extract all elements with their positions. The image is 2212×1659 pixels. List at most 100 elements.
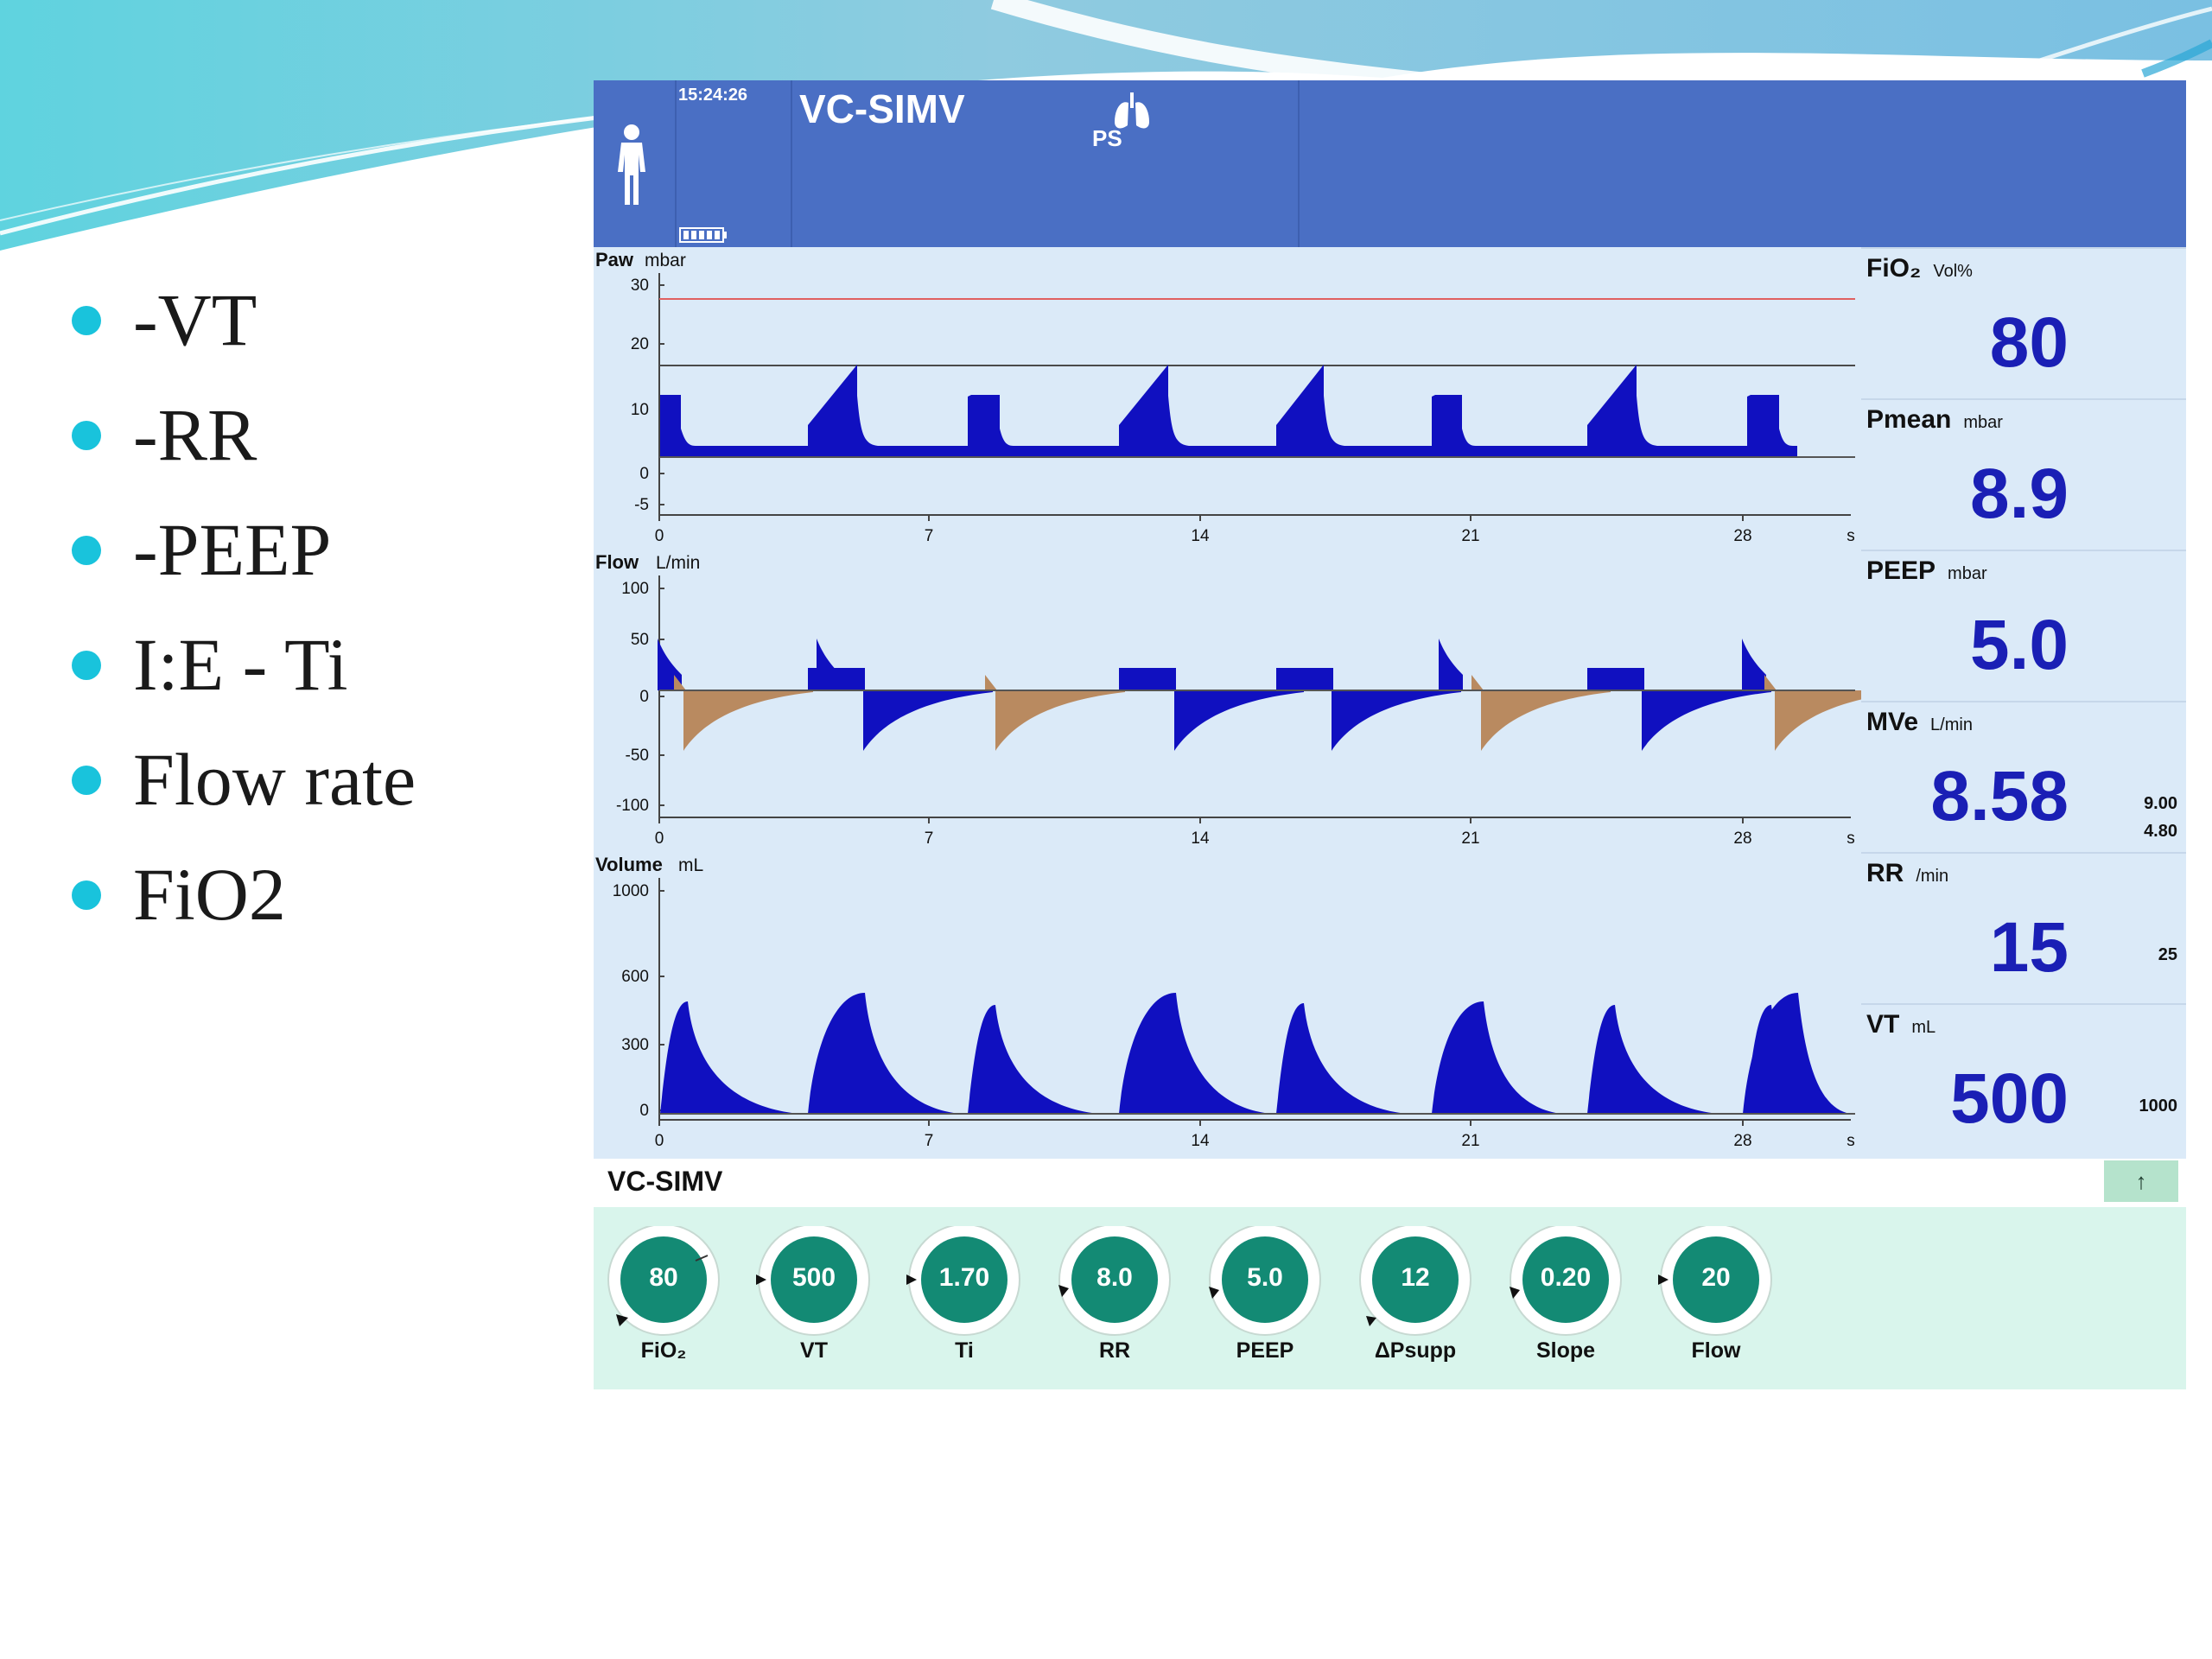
volume-x-tick-label: 21 xyxy=(1461,1132,1479,1150)
battery-icon xyxy=(679,227,727,243)
knob-value: 8.0 xyxy=(1096,1263,1133,1292)
volume-waveform xyxy=(1276,1003,1408,1114)
param-unit: /min xyxy=(1916,867,1949,886)
flow-expiration xyxy=(683,690,813,751)
param-unit: mbar xyxy=(1963,413,2003,432)
knob-label: Flow xyxy=(1691,1338,1741,1363)
flow-x-tick-label: 7 xyxy=(925,830,934,848)
paw-y-tick-label: 20 xyxy=(631,335,649,353)
param-name: PEEP xyxy=(1866,556,1936,585)
ventilator-header: 15:24:26 VC-SIMV PS xyxy=(594,80,2186,247)
bullet-dot-icon xyxy=(72,536,101,565)
knob-delta-psupp[interactable]: 12 ΔPsupp xyxy=(1357,1226,1473,1373)
knob-rr[interactable]: 8.0 RR xyxy=(1057,1226,1173,1373)
knob-label: PEEP xyxy=(1236,1338,1294,1363)
param-name: Pmean xyxy=(1866,405,1952,434)
header-divider xyxy=(1298,80,1300,247)
param-unit: L/min xyxy=(1930,715,1973,734)
knob-value: 12 xyxy=(1401,1263,1430,1292)
knob-fio2[interactable]: 80 FiO₂ xyxy=(606,1226,721,1373)
knob-slope[interactable]: 0.20 Slope xyxy=(1508,1226,1624,1373)
paw-x-tick-label: 14 xyxy=(1191,527,1210,545)
flow-x-tick-label: s xyxy=(1847,830,1855,848)
expand-up-button[interactable]: ↑ xyxy=(2104,1160,2178,1202)
bullet-dot-icon xyxy=(72,880,101,910)
param-vt: VT mL 500 1000 xyxy=(1861,1003,2186,1160)
knob-dial-icon xyxy=(756,1226,870,1336)
clock-time: 15:24:26 xyxy=(678,86,748,105)
knob-peep[interactable]: 5.0 PEEP xyxy=(1207,1226,1323,1373)
flow-x-tick-label: 14 xyxy=(1191,830,1210,848)
knob-label: Ti xyxy=(955,1338,974,1363)
mode-bar-label: VC-SIMV xyxy=(607,1166,723,1197)
flow-inspiration xyxy=(1119,668,1176,690)
flow-y-tick-label: -100 xyxy=(616,797,649,815)
knob-vt[interactable]: 500 VT xyxy=(756,1226,872,1373)
bullet-dot-icon xyxy=(72,306,101,335)
settings-knob-bar: 80 FiO₂ 500 VT 1.70 Ti 8.0 RR 5.0 PEEP 1… xyxy=(594,1207,2186,1389)
volume-x-tick-label: 7 xyxy=(925,1132,934,1150)
param-name: MVe xyxy=(1866,708,1919,736)
knob-value: 20 xyxy=(1701,1263,1731,1292)
volume-waveform xyxy=(1743,993,1850,1114)
paw-graph-unit: mbar xyxy=(645,251,686,270)
flow-y-tick-label: -50 xyxy=(626,747,649,765)
volume-waveform xyxy=(660,1001,800,1114)
header-divider xyxy=(675,80,677,247)
paw-y-tick-label: 30 xyxy=(631,276,649,295)
knob-dial-icon xyxy=(607,1226,720,1336)
flow-expiration xyxy=(1642,690,1771,751)
param-value: 8.58 xyxy=(1930,757,2069,836)
knob-label: Slope xyxy=(1535,1338,1596,1363)
volume-graph-unit: mL xyxy=(678,855,703,875)
flow-inspiration xyxy=(1439,639,1463,690)
knob-ti[interactable]: 1.70 Ti xyxy=(906,1226,1022,1373)
ventilator-screen: 15:24:26 VC-SIMV PS Paw mbar 30 20 10 0 -5 0 7 14… xyxy=(594,80,2186,1389)
paw-graph-title: Paw xyxy=(595,249,634,270)
param-name: FiO₂ xyxy=(1866,254,1922,283)
param-fio2: FiO₂ Vol% 80 xyxy=(1861,247,2186,400)
bullet-dot-icon xyxy=(72,766,101,795)
flow-expiration xyxy=(1775,690,1861,751)
ventilation-mode-title: VC-SIMV xyxy=(799,86,965,131)
flow-x-tick-label: 21 xyxy=(1461,830,1479,848)
volume-x-tick-label: 14 xyxy=(1191,1132,1210,1150)
flow-y-tick-label: 0 xyxy=(639,688,649,706)
pressure-support-indicator: PS xyxy=(1092,125,1122,151)
bullet-dot-icon xyxy=(72,421,101,450)
knob-dial-icon xyxy=(1510,1226,1622,1336)
flow-expiration-spike xyxy=(1764,675,1777,690)
volume-graph-title: Volume xyxy=(595,854,663,875)
param-upper-limit: 1000 xyxy=(2139,1096,2178,1116)
paw-waveform xyxy=(660,365,1797,457)
volume-y-tick-label: 600 xyxy=(621,968,649,986)
knob-value: 1.70 xyxy=(938,1263,990,1292)
volume-y-tick-label: 300 xyxy=(621,1036,649,1054)
knob-label: ΔPsupp xyxy=(1374,1338,1457,1363)
flow-x-tick-label: 0 xyxy=(655,830,664,848)
flow-inspiration xyxy=(808,668,865,690)
flow-inspiration xyxy=(1276,668,1333,690)
param-value: 8.9 xyxy=(1970,454,2069,533)
flow-expiration-spike xyxy=(1471,675,1484,690)
volume-waveform xyxy=(1119,993,1271,1114)
flow-x-tick-label: 28 xyxy=(1733,830,1751,848)
paw-y-tick-label: 0 xyxy=(639,465,649,483)
flow-expiration xyxy=(863,690,993,751)
knob-value: 80 xyxy=(649,1263,678,1292)
paw-y-tick-label: -5 xyxy=(634,496,649,514)
flow-y-tick-label: 100 xyxy=(621,580,649,598)
volume-waveform xyxy=(968,1005,1099,1114)
volume-x-tick-label: 28 xyxy=(1733,1132,1751,1150)
volume-x-tick-label: 0 xyxy=(655,1132,664,1150)
param-name: VT xyxy=(1866,1010,1900,1039)
header-divider xyxy=(791,80,792,247)
knob-flow[interactable]: 20 Flow xyxy=(1658,1226,1774,1373)
param-unit: mL xyxy=(1911,1018,1936,1037)
lungs-icon xyxy=(1115,92,1149,129)
flow-graph-title: Flow xyxy=(595,551,639,573)
param-unit: Vol% xyxy=(1933,262,1973,281)
param-upper-limit: 25 xyxy=(2158,945,2177,964)
param-value: 15 xyxy=(1989,908,2069,987)
